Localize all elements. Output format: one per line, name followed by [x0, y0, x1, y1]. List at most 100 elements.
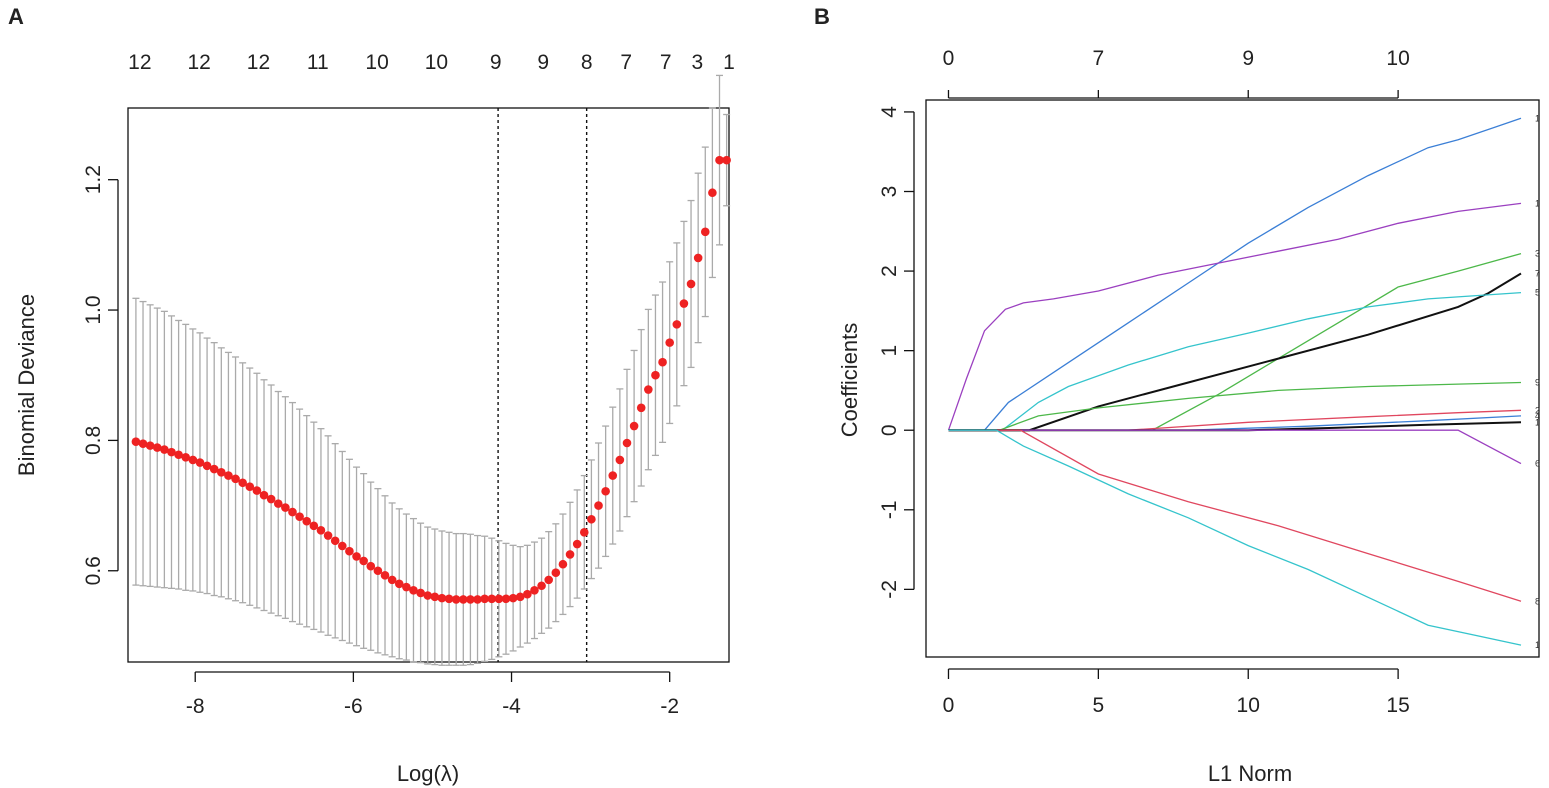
panel-b-x-tick-label: 0: [943, 694, 955, 717]
panel-a-top-count: 9: [490, 51, 502, 74]
panel-a-point: [466, 595, 475, 604]
panel-a-point: [266, 494, 276, 504]
panel-b-coef-line: [948, 252, 1522, 431]
panel-a-y-axis: 0.6 0.8 1.0 1.2: [82, 165, 119, 585]
panel-b-x-axis-title: L1 Norm: [1208, 761, 1292, 786]
panel-a-point: [273, 499, 283, 508]
panel-a-top-count: 10: [365, 51, 388, 74]
panel-a-top-count: 9: [537, 51, 549, 74]
panel-b-coef-line: [948, 429, 1522, 465]
panel-a-point: [330, 536, 340, 546]
panel-a-point: [693, 253, 703, 263]
panel-a-top-count: 7: [620, 51, 632, 74]
panel-b-y-tick-label: 4: [878, 106, 901, 118]
panel-a-point: [359, 556, 368, 566]
panel-a-point: [651, 370, 660, 380]
panel-a-point: [587, 514, 596, 524]
panel-b-coef-line: [948, 381, 1522, 431]
panel-a-point: [316, 526, 326, 535]
panel-a-x-axis: -8 -6 -4 -2: [186, 671, 679, 718]
panel-a-point: [715, 155, 724, 165]
panel-b-line-end-label: 1: [1535, 640, 1540, 650]
panel-b-coef-line: [948, 429, 1522, 602]
panel-a-point: [217, 468, 226, 477]
panel-b-y-tick-label: 0: [878, 424, 901, 436]
panel-b-line-end-label: 2: [1535, 405, 1540, 415]
panel-a-point: [259, 490, 269, 500]
panel-b-plot-frame: [925, 99, 1540, 658]
panel-a-point: [373, 566, 383, 576]
panel-a-top-count: 8: [581, 51, 593, 74]
panel-a-point: [131, 437, 141, 447]
panel-a-point: [444, 594, 454, 604]
panel-a-point: [594, 501, 603, 510]
panel-b-line-end-label: 6: [1535, 459, 1540, 469]
panel-a-point: [145, 441, 155, 450]
panel-a-point: [366, 561, 376, 571]
panel-a-point: [437, 593, 447, 603]
panel-a-point: [160, 445, 169, 454]
panel-a-point: [700, 227, 710, 237]
panel-a-x-axis-title: Log(λ): [397, 761, 459, 786]
panel-b-line-end-label: 1: [1535, 113, 1540, 123]
panel-b-line-end-label: 7: [1535, 268, 1540, 278]
panel-a-point: [188, 455, 198, 465]
panel-a-point: [658, 357, 667, 367]
panel-a-point: [515, 592, 525, 602]
panel-a-point: [181, 453, 191, 462]
panel-a-point: [708, 188, 717, 198]
panel-a-point: [629, 421, 639, 431]
panel-a-point: [281, 503, 290, 512]
panel-b-coef-line: [948, 272, 1522, 432]
panel-a-reference-lines: [497, 108, 588, 662]
panel-a-point: [345, 546, 354, 556]
panel-b-top-count: 7: [1093, 47, 1105, 70]
panel-a-label: A: [8, 4, 24, 29]
panel-a-point: [202, 461, 212, 471]
panel-b-coef-line: [948, 117, 1522, 431]
panel-a-plot-frame: [127, 107, 730, 663]
panel-b-y-tick-label: 1: [878, 345, 901, 357]
panel-a-top-count: 1: [723, 51, 735, 74]
panel-a-point: [416, 588, 425, 598]
panel-a-point: [451, 595, 461, 604]
panel-a-point: [323, 531, 333, 540]
panel-a-y-tick-label: 1.2: [82, 165, 105, 194]
panel-b-top-axis: 0 7 9 10: [943, 47, 1410, 99]
panel-a-point: [195, 458, 205, 467]
panel-a-point: [152, 443, 162, 452]
panel-a-point: [458, 595, 468, 604]
panel-a-y-tick-label: 0.8: [82, 426, 105, 455]
panel-b-lines: [947, 117, 1522, 646]
panel-a-point: [537, 581, 546, 591]
panel-b-coef-line: [948, 291, 1522, 431]
panel-a-point: [558, 559, 568, 569]
panel-b-label: B: [814, 4, 830, 29]
panel-b-line-end-label: 5: [1535, 288, 1540, 298]
panel-a-point: [402, 582, 411, 592]
panel-a-point: [473, 595, 482, 604]
panel-a-point: [622, 438, 632, 448]
panel-b-line-end-label: 8: [1535, 596, 1540, 606]
panel-a-top-count: 12: [187, 51, 210, 74]
panel-a-top-count: 3: [692, 51, 704, 74]
panel-a: A -8 -6 -4 -2 0.6 0.8 1.0 1.2 12 12 12 11 10 10 9 9 8 7…: [8, 4, 735, 786]
panel-b-y-tick-label: -2: [878, 580, 901, 599]
panel-a-point: [644, 385, 653, 394]
panel-a-point: [338, 541, 347, 551]
panel-b-coef-line: [948, 429, 1522, 646]
panel-b-line-end-label: 3: [1535, 249, 1540, 259]
panel-a-point: [295, 512, 304, 521]
panel-b-top-count: 0: [943, 47, 955, 70]
panel-b-line-end-label: 1: [1535, 198, 1540, 208]
panel-a-point: [722, 155, 731, 165]
panel-b-x-tick-label: 5: [1093, 694, 1105, 717]
panel-a-point: [601, 486, 610, 496]
panel-a-top-count: 12: [247, 51, 270, 74]
panel-b-y-tick-label: -1: [878, 500, 901, 519]
panel-a-point: [579, 527, 589, 537]
panel-a-point: [174, 450, 183, 460]
